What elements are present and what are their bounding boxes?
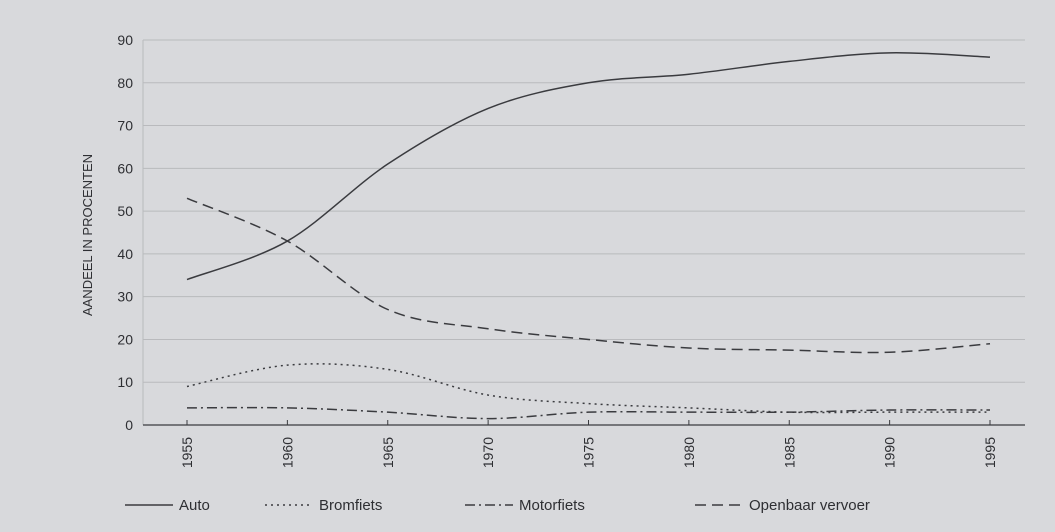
series-line-auto — [186, 52, 991, 281]
y-tick-label: 50 — [117, 203, 133, 219]
data-point-motorfiets — [587, 411, 590, 414]
x-tick-label: 1960 — [279, 437, 295, 468]
data-point-bromfiets — [286, 364, 289, 367]
data-point-openbaar-vervoer — [386, 308, 389, 311]
data-point-auto — [587, 81, 590, 84]
data-point-motorfiets — [788, 411, 791, 414]
data-point-openbaar-vervoer — [186, 197, 189, 200]
x-tick-label: 1995 — [982, 437, 998, 468]
legend-label-auto: Auto — [179, 497, 210, 514]
y-tick-label: 90 — [117, 32, 133, 48]
y-tick-label: 10 — [117, 374, 133, 390]
series-line-openbaar-vervoer — [186, 197, 991, 354]
data-point-motorfiets — [487, 417, 490, 420]
data-point-openbaar-vervoer — [286, 240, 289, 243]
data-point-motorfiets — [186, 406, 189, 409]
x-tick-label: 1980 — [681, 437, 697, 468]
y-tick-label: 0 — [125, 417, 133, 433]
series-line-motorfiets — [186, 406, 991, 420]
y-tick-label: 80 — [117, 75, 133, 91]
data-point-auto — [386, 163, 389, 166]
y-tick-label: 70 — [117, 118, 133, 134]
data-point-motorfiets — [386, 411, 389, 414]
y-tick-label: 40 — [117, 246, 133, 262]
y-tick-label: 20 — [117, 331, 133, 347]
legend-label-bromfiets: Bromfiets — [319, 497, 382, 514]
x-tick-label: 1955 — [179, 437, 195, 468]
data-point-openbaar-vervoer — [888, 351, 891, 354]
legend-label-openbaar-vervoer: Openbaar vervoer — [749, 497, 870, 514]
data-point-bromfiets — [186, 385, 189, 388]
data-point-bromfiets — [487, 394, 490, 397]
data-point-motorfiets — [888, 409, 891, 412]
legend-label-motorfiets: Motorfiets — [519, 497, 585, 514]
data-point-motorfiets — [687, 411, 690, 414]
data-point-auto — [186, 278, 189, 281]
legend: Auto Bromfiets Motorfiets Openbaar vervoer — [125, 497, 870, 514]
x-tick-label: 1965 — [380, 437, 396, 468]
series-line-bromfiets — [186, 363, 990, 414]
data-point-openbaar-vervoer — [487, 327, 490, 330]
data-point-auto — [687, 73, 690, 76]
data-point-motorfiets — [286, 406, 289, 409]
data-point-openbaar-vervoer — [587, 338, 590, 341]
data-point-auto — [487, 107, 490, 110]
data-point-openbaar-vervoer — [687, 347, 690, 350]
data-point-openbaar-vervoer — [989, 342, 992, 345]
x-tick-label: 1970 — [480, 437, 496, 468]
data-point-bromfiets — [587, 402, 590, 405]
data-point-motorfiets — [989, 409, 992, 412]
y-tick-label: 30 — [117, 289, 133, 305]
data-point-auto — [788, 60, 791, 63]
series-lines — [186, 51, 992, 420]
y-axis-label: AANDEEL IN PROCENTEN — [80, 154, 95, 316]
data-point-auto — [989, 56, 992, 59]
x-tick-label: 1975 — [581, 437, 597, 468]
data-point-bromfiets — [386, 368, 389, 371]
axes: 0 10 20 30 40 50 60 70 80 90 1955 1960 1965 1970 1975 1… — [117, 32, 1025, 468]
x-tick-label: 1990 — [882, 437, 898, 468]
data-point-openbaar-vervoer — [788, 349, 791, 352]
data-point-bromfiets — [687, 406, 690, 409]
data-point-auto — [888, 51, 891, 54]
x-tick-label: 1985 — [781, 437, 797, 468]
y-tick-label: 60 — [117, 160, 133, 176]
